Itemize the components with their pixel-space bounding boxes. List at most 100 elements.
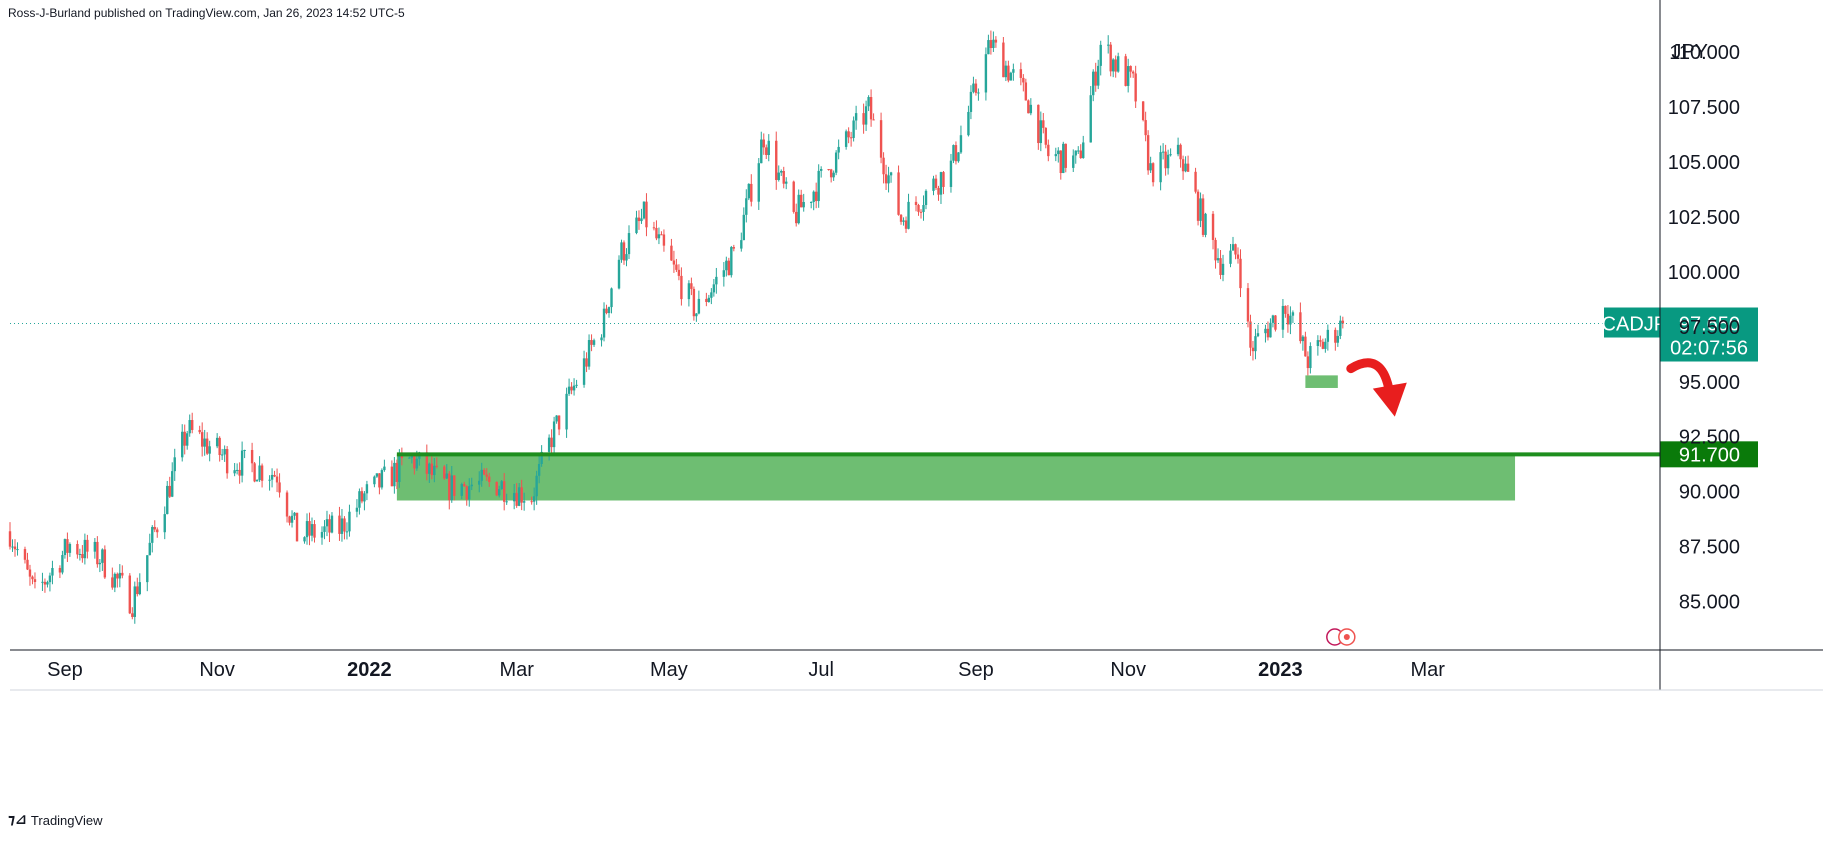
candle-body [747, 183, 750, 199]
candle-body [1054, 154, 1057, 157]
candle-body [1324, 341, 1327, 349]
candle-body [745, 198, 748, 215]
candle-body [16, 549, 19, 551]
candle-body [1097, 65, 1100, 86]
candle-body [637, 217, 641, 222]
candle-body [642, 201, 646, 219]
candle-body [1301, 336, 1305, 342]
candle-body [505, 501, 508, 503]
candle-body [390, 466, 394, 487]
candle-body [974, 83, 978, 93]
candle-body [657, 234, 661, 239]
candle-body [924, 190, 928, 206]
candle-body [1271, 315, 1275, 323]
candle-body [1146, 135, 1150, 171]
down-arrow-icon [1346, 358, 1394, 394]
candle-body [725, 260, 728, 271]
candle-body [827, 169, 830, 171]
candle-body [205, 438, 209, 454]
candle-body [308, 521, 311, 536]
x-tick-label: Jul [808, 659, 834, 681]
candle-body [1319, 340, 1322, 342]
candle-body [425, 452, 429, 474]
candle-body [550, 437, 553, 448]
candle-body [1129, 66, 1132, 72]
candle-body [740, 240, 743, 249]
candle-body [343, 518, 346, 532]
candle-body [383, 466, 386, 471]
candle-body [433, 465, 436, 476]
candle-body [355, 507, 359, 512]
candle-body [715, 276, 718, 285]
x-tick-label: 2023 [1258, 659, 1303, 681]
candle-body [148, 542, 151, 556]
small-target-zone [1305, 375, 1338, 388]
candle-body [163, 514, 166, 533]
candle-body [495, 481, 498, 496]
candle-body [1109, 44, 1112, 72]
candle-body [1144, 120, 1147, 136]
candle-body [345, 531, 349, 533]
candle-body [1274, 315, 1277, 330]
candle-body [567, 386, 571, 394]
candle-body [969, 91, 973, 112]
candle-body [1289, 315, 1292, 325]
candle-body [934, 178, 938, 189]
candle-body [977, 92, 980, 94]
candle-body [1254, 336, 1257, 352]
candle-body [13, 546, 17, 550]
candle-body [1249, 321, 1252, 348]
candle-body [1181, 159, 1185, 172]
candle-body [1141, 101, 1145, 121]
candle-body [1116, 56, 1120, 72]
x-tick-label: May [650, 659, 688, 681]
candle-body [463, 484, 466, 487]
candle-body [1231, 244, 1235, 251]
candle-body [952, 145, 955, 161]
candle-body [1334, 329, 1337, 343]
candle-body [1012, 69, 1015, 73]
candle-body [41, 581, 44, 583]
candle-body [819, 169, 823, 171]
candle-body [1107, 44, 1110, 46]
axes: 85.000 87.500 90.000 92.500 95.000 97.500 100.… [10, 0, 1823, 691]
candle-body [757, 163, 760, 202]
candle-body [378, 473, 381, 488]
candle-body [557, 415, 561, 430]
candle-body [645, 201, 648, 228]
candle-body [181, 431, 184, 458]
candle-body [1044, 127, 1048, 145]
candle-body [989, 40, 993, 49]
candle-body [66, 539, 69, 553]
candle-body [817, 170, 820, 202]
candle-body [33, 579, 37, 583]
candle-body [1077, 150, 1080, 152]
candle-body [1092, 71, 1095, 96]
candle-body [285, 492, 289, 517]
candle-body [627, 233, 631, 255]
candle-body [445, 473, 448, 479]
candle-body [225, 449, 229, 474]
candle-body [1082, 142, 1085, 159]
candle-body [800, 194, 803, 208]
candle-body [146, 555, 149, 583]
candle-body [373, 476, 376, 485]
candle-body [1229, 250, 1232, 264]
candle-body [1196, 191, 1200, 221]
candle-body [1256, 333, 1260, 337]
candle-body [500, 481, 503, 490]
candle-body [622, 242, 626, 261]
candle-body [1134, 73, 1137, 102]
candle-body [131, 613, 134, 617]
candle-body [582, 358, 586, 385]
candle-body [358, 491, 361, 508]
candle-body [203, 438, 206, 447]
candle-body [967, 111, 970, 136]
candle-body [984, 54, 988, 93]
candle-body [121, 572, 124, 576]
candle-body [153, 526, 156, 530]
candle-body [677, 269, 681, 276]
candle-body [250, 449, 254, 464]
candle-body [1099, 44, 1102, 66]
